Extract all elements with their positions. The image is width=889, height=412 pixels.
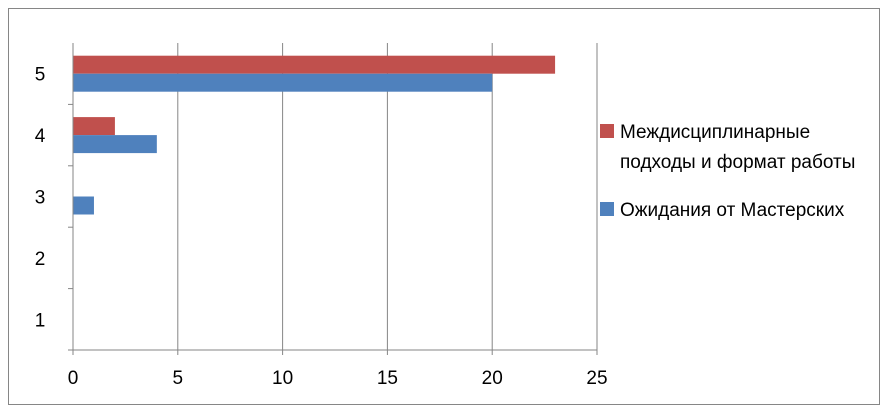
bar xyxy=(73,55,556,74)
legend-label: Междисциплинарные подходы и формат работ… xyxy=(620,122,856,173)
y-tick-label: 5 xyxy=(35,65,46,86)
y-tick-labels: 1 2 3 4 5 xyxy=(35,65,46,332)
x-tick-labels: 0 5 10 15 20 25 xyxy=(68,368,608,389)
bar xyxy=(73,135,157,154)
x-tick-label: 20 xyxy=(482,368,503,389)
legend-swatch-red xyxy=(600,124,614,138)
y-tick-label: 2 xyxy=(35,249,46,270)
legend-item-expectations: Ожидания от Мастерских xyxy=(600,196,880,226)
x-tick-label: 15 xyxy=(377,368,398,389)
x-tick-label: 0 xyxy=(68,368,79,389)
bar xyxy=(73,117,115,136)
bars xyxy=(73,55,556,215)
legend-swatch-blue xyxy=(600,202,614,216)
gridlines xyxy=(177,43,598,350)
x-tick-label: 25 xyxy=(586,368,607,389)
legend-item-disciplinary: Междисциплинарные подходы и формат работ… xyxy=(600,118,880,178)
legend-label: Ожидания от Мастерских xyxy=(620,200,845,221)
legend: Междисциплинарные подходы и формат работ… xyxy=(600,118,880,244)
bar xyxy=(73,196,94,215)
y-tick-label: 4 xyxy=(35,126,46,147)
x-tick-label: 5 xyxy=(173,368,184,389)
y-tick-label: 3 xyxy=(35,188,46,209)
axes xyxy=(68,43,598,355)
bar xyxy=(73,73,493,92)
y-tick-label: 1 xyxy=(35,310,46,331)
x-tick-label: 10 xyxy=(272,368,293,389)
